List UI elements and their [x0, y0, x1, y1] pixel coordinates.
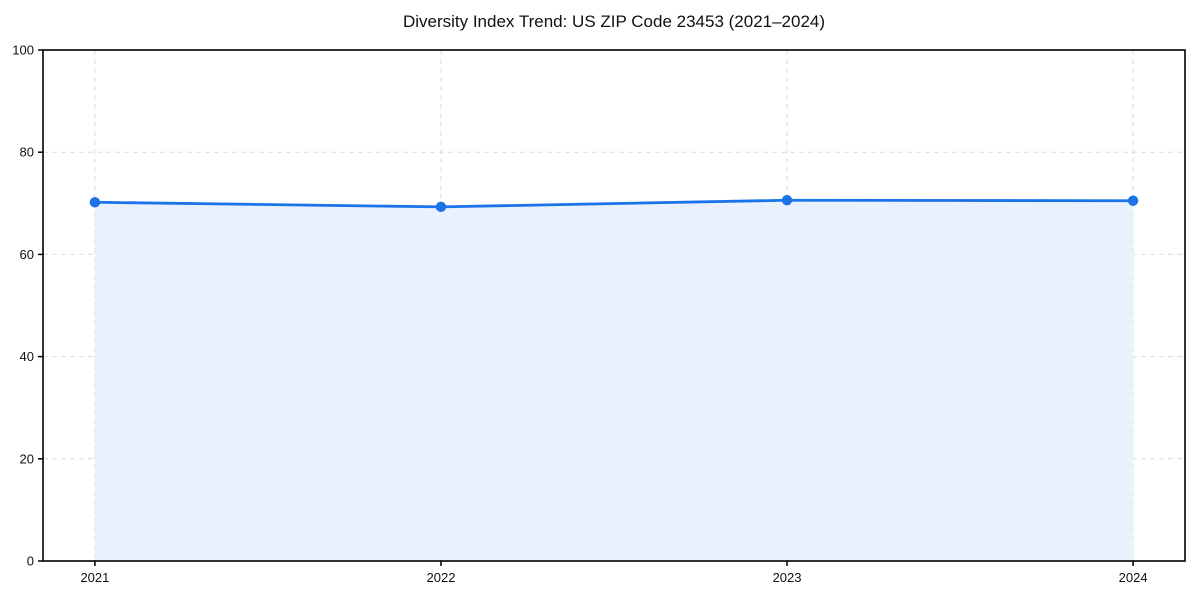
y-tick-label: 80 [20, 145, 34, 160]
data-point [1127, 195, 1139, 206]
y-tick-label: 20 [20, 451, 34, 466]
y-tick-label: 40 [20, 349, 34, 364]
series-area-fill [94, 200, 1134, 561]
x-tick-label: 2021 [80, 570, 109, 585]
x-tick-label: 2022 [427, 570, 456, 585]
y-tick-label: 60 [20, 247, 34, 262]
y-tick-label: 100 [12, 43, 34, 58]
data-point [89, 197, 101, 208]
plot-border [42, 49, 1186, 562]
x-tick-label: 2023 [773, 570, 802, 585]
series-line [93, 198, 1135, 209]
chart-title: Diversity Index Trend: US ZIP Code 23453… [402, 12, 826, 31]
y-tick-label: 0 [27, 554, 34, 569]
x-tick-label: 2024 [1119, 570, 1148, 585]
data-point [781, 195, 793, 206]
data-point [435, 201, 447, 213]
